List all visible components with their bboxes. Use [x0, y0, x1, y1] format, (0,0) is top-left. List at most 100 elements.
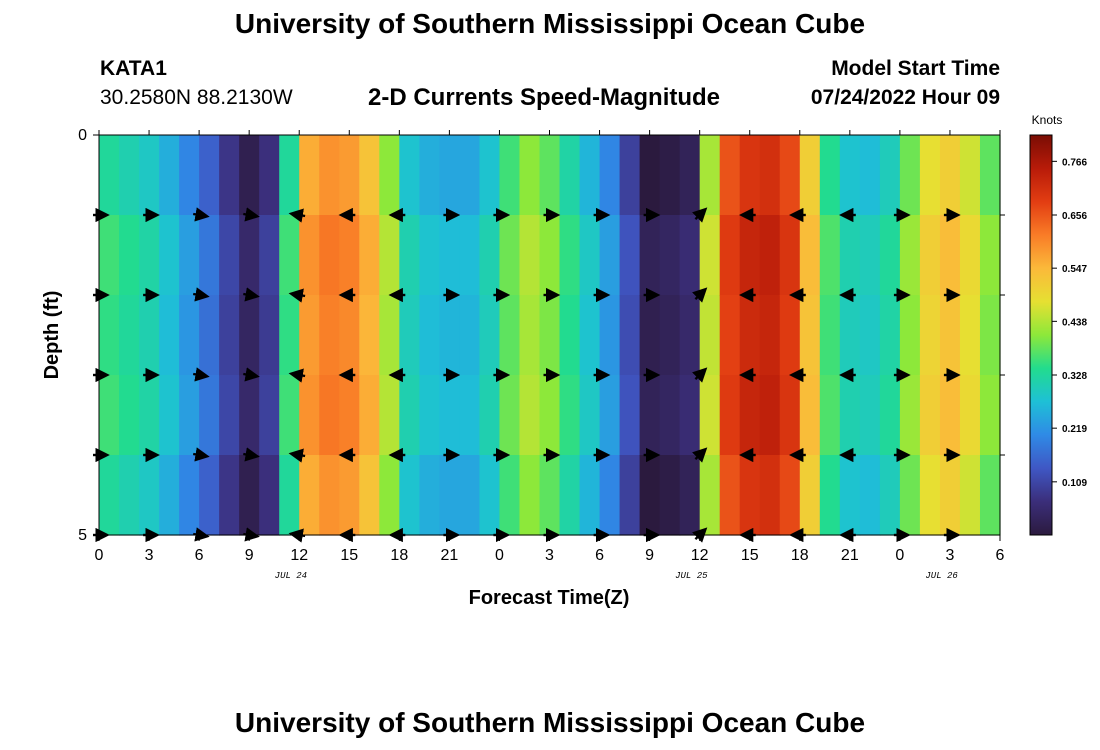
heatmap-cell: [119, 135, 140, 216]
heatmap-cell: [879, 375, 901, 456]
current-vector: [288, 288, 306, 303]
main-title: University of Southern Mississippi Ocean…: [234, 8, 866, 39]
colorbar-tick-label: 0.328: [1062, 371, 1087, 382]
heatmap-cell: [939, 135, 961, 216]
heatmap-cell: [779, 295, 801, 376]
colorbar-tick-label: 0.219: [1062, 424, 1087, 435]
heatmap-cell: [259, 215, 280, 296]
heatmap-cell: [99, 375, 120, 456]
x-tick-label: 12: [290, 547, 308, 564]
vector-layer: [93, 207, 961, 543]
heatmap-cell: [379, 215, 400, 296]
heatmap-cell: [499, 375, 521, 456]
heatmap-cell: [419, 135, 440, 216]
heatmap-cell: [619, 135, 641, 216]
heatmap-cell: [239, 455, 260, 536]
heatmap-cell: [539, 215, 561, 296]
heatmap-cell: [379, 135, 400, 216]
heatmap-cell: [199, 135, 220, 216]
x-tick-label: 18: [390, 547, 408, 564]
colorbar-tick-label: 0.109: [1062, 478, 1087, 489]
heatmap-cell: [99, 295, 120, 376]
heatmap-cell: [119, 455, 140, 536]
heatmap-cell: [759, 135, 781, 216]
heatmap-cell: [959, 295, 981, 376]
current-vector: [692, 287, 708, 303]
heatmap-cell: [719, 215, 741, 296]
heatmap-cell: [359, 375, 380, 456]
heatmap-cell: [899, 135, 921, 216]
heatmap-cell: [299, 295, 320, 376]
heatmap-cell: [759, 215, 781, 296]
heatmap-cell: [359, 135, 380, 216]
heatmap-cell: [339, 135, 360, 216]
heatmap-cell: [239, 295, 260, 376]
heatmap-cell: [439, 215, 460, 296]
current-vector: [692, 447, 708, 463]
heatmap-cell: [699, 455, 721, 536]
heatmap-cell: [759, 375, 781, 456]
heatmap-cell: [699, 135, 721, 216]
heatmap-cell: [559, 295, 581, 376]
heatmap-cell: [139, 455, 160, 536]
station-id: KATA1: [100, 57, 167, 80]
heatmap-cell: [159, 455, 180, 536]
heatmap-cell: [799, 455, 821, 536]
current-vector: [692, 367, 708, 383]
heatmap-cell: [199, 455, 220, 536]
heatmap-cell: [919, 295, 941, 376]
heatmap-cell: [279, 135, 300, 216]
heatmap-cell: [179, 375, 200, 456]
colorbar-unit-label: Knots: [1032, 113, 1063, 127]
heatmap-cell: [939, 455, 961, 536]
heatmap-cell: [799, 295, 821, 376]
current-vector: [192, 447, 210, 462]
heatmap-cell: [779, 135, 801, 216]
heatmap-cell: [679, 295, 701, 376]
heatmap-cell: [659, 215, 681, 296]
heatmap-cell: [899, 295, 921, 376]
x-tick-label: 0: [495, 547, 504, 564]
heatmap-cell: [759, 295, 781, 376]
heatmap-cell: [779, 375, 801, 456]
heatmap-cell: [819, 295, 841, 376]
heatmap-cell: [739, 215, 761, 296]
heatmap-cell: [979, 135, 1001, 216]
heatmap-cell: [399, 215, 420, 296]
x-tick-label: 12: [691, 547, 709, 564]
heatmap-cell: [259, 455, 280, 536]
heatmap-cell: [699, 295, 721, 376]
heatmap-cell: [679, 455, 701, 536]
heatmap-cell: [219, 135, 240, 216]
heatmap-cell: [919, 375, 941, 456]
heatmap-cell: [939, 295, 961, 376]
current-vector: [243, 367, 260, 382]
current-speed-chart: 0 3 6 9 12 15 18 21 0 3 6 9 12 15 18 21 0 3 6 JUL 24 JUL 25 J…: [41, 113, 1087, 609]
model-start-label: Model Start Time: [831, 57, 1000, 80]
heatmap-cell: [559, 375, 581, 456]
heatmap-cell: [519, 215, 541, 296]
heatmap-cell: [699, 375, 721, 456]
heatmap-cell: [959, 215, 981, 296]
heatmap-cell: [639, 135, 661, 216]
heatmap-cell: [859, 135, 881, 216]
heatmap-cell: [179, 215, 200, 296]
current-vector: [243, 447, 260, 462]
heatmap-cell: [679, 375, 701, 456]
heatmap-cell: [659, 295, 681, 376]
heatmap-cell: [219, 215, 240, 296]
heatmap-cell: [899, 215, 921, 296]
axes: 0 3 6 9 12 15 18 21 0 3 6 9 12 15 18 21 0 3 6 JUL 24 JUL 25 J…: [78, 127, 1005, 581]
heatmap-cell: [739, 455, 761, 536]
heatmap-cell: [839, 135, 861, 216]
heatmap-cell: [919, 215, 941, 296]
current-vector: [192, 367, 210, 382]
heatmap-cell: [399, 135, 420, 216]
x-tick-label: 3: [545, 547, 554, 564]
heatmap-cell: [219, 375, 240, 456]
heatmap-cell: [719, 295, 741, 376]
station-coordinates: 30.2580N 88.2130W: [100, 86, 293, 109]
heatmap-cell: [639, 215, 661, 296]
heatmap-cell: [679, 135, 701, 216]
heatmap-cell: [599, 375, 621, 456]
